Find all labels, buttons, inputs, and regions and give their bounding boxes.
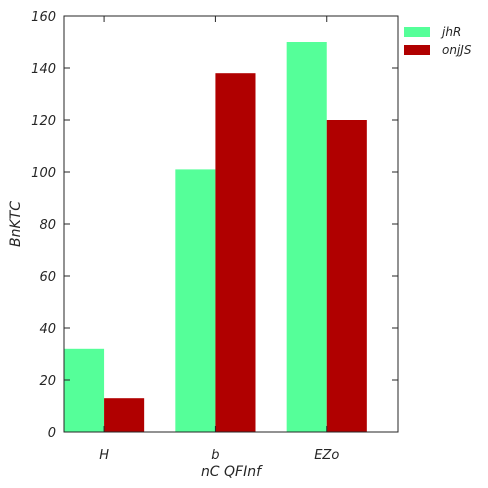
y-axis-label: BnKTC	[8, 201, 24, 247]
y-tick-label-0: 0	[48, 426, 56, 441]
x-axis-label: nC QFInf	[201, 464, 263, 480]
y-tick-label-160: 160	[31, 10, 56, 25]
y-tick-label-20: 20	[39, 374, 56, 389]
y-tick-label-80: 80	[39, 218, 56, 233]
y-tick-label-140: 140	[31, 62, 56, 77]
bar-jhR-b	[175, 169, 216, 432]
y-tick-label-40: 40	[39, 322, 56, 337]
ticks-group: 0 20 40 60 80 100 120 140 160 H b EZo	[31, 10, 398, 463]
x-tick-label-b: b	[211, 448, 219, 463]
bar-onjJS-EZo	[326, 120, 367, 432]
bar-onjJS-b	[215, 73, 256, 432]
legend-swatch-jhR	[404, 27, 430, 37]
bar-jhR-H	[64, 348, 105, 432]
x-tick-label-EZo: EZo	[314, 448, 339, 463]
legend-swatch-onjJS	[404, 45, 430, 55]
bar-onjJS-H	[104, 398, 145, 432]
y-tick-label-60: 60	[39, 270, 56, 285]
bar-jhR-EZo	[286, 42, 327, 432]
x-tick-label-H: H	[99, 448, 109, 463]
y-tick-label-120: 120	[31, 114, 56, 129]
legend-label-onjJS: onjJS	[442, 43, 472, 57]
bars-group	[64, 42, 367, 432]
legend: jhR onjJS	[404, 25, 472, 57]
y-tick-label-100: 100	[31, 166, 56, 181]
legend-label-jhR: jhR	[440, 25, 461, 39]
